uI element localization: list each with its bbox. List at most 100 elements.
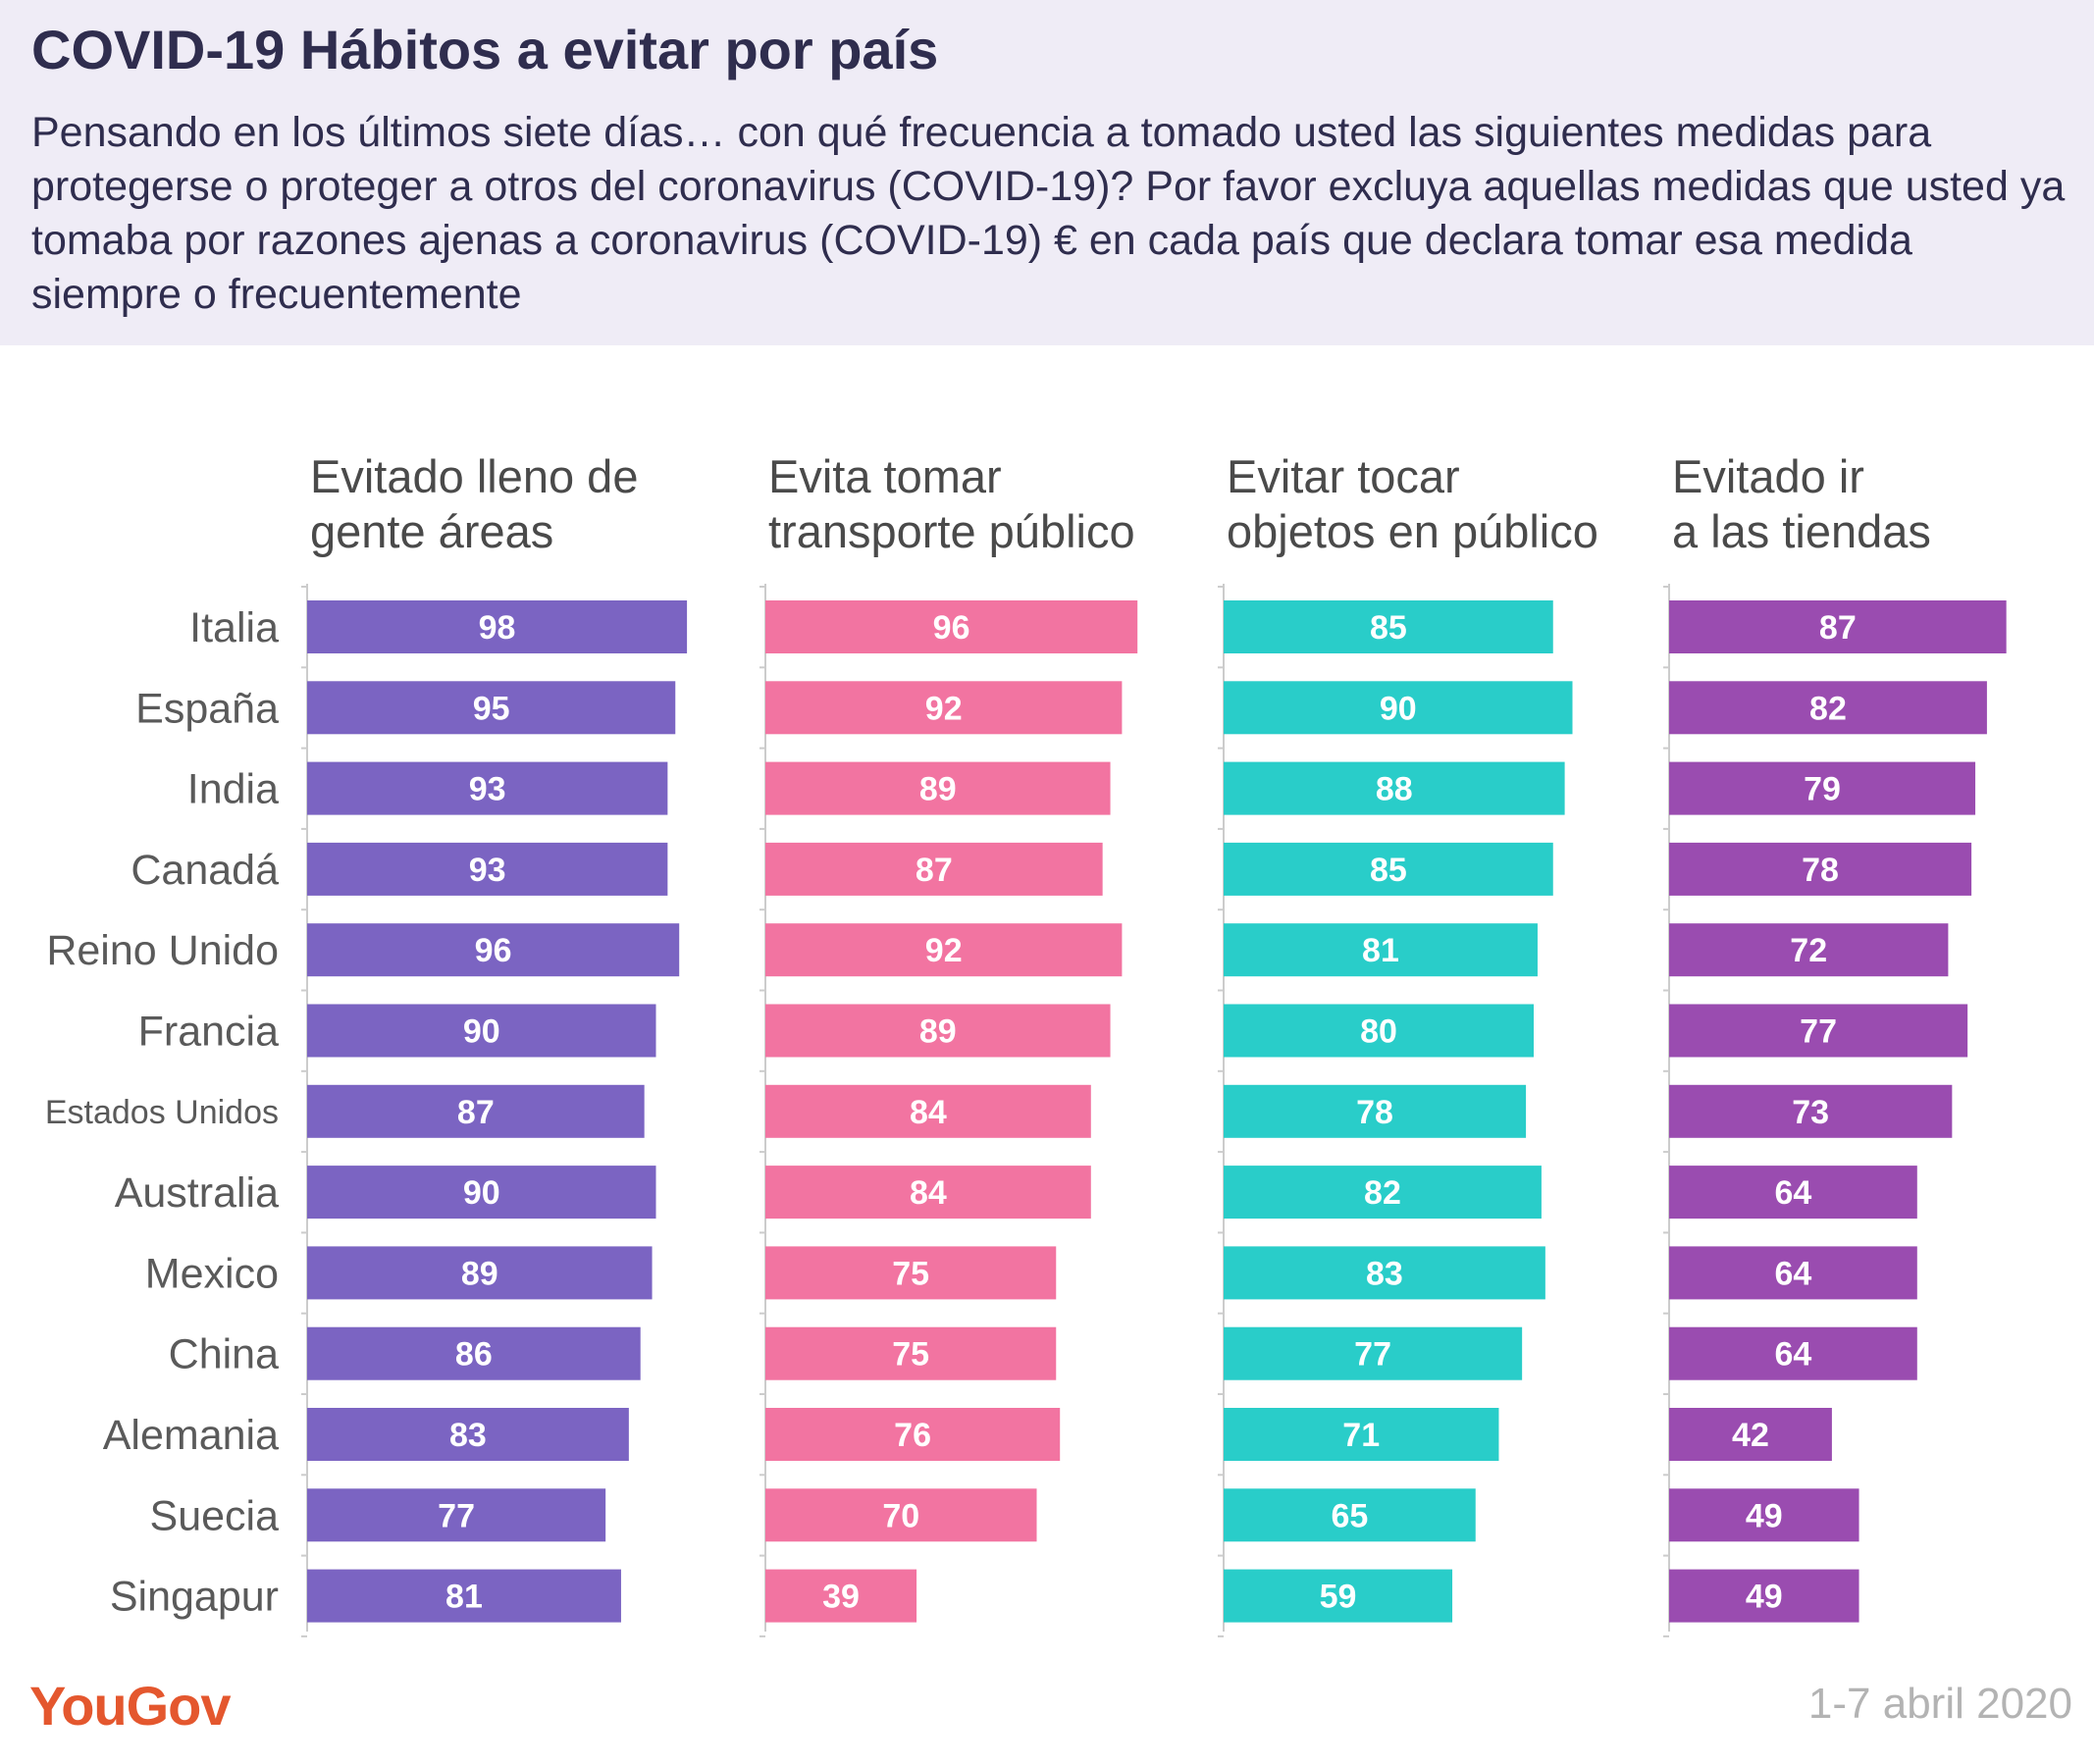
bar [1669, 1326, 1917, 1380]
bar [307, 1569, 621, 1623]
bar [307, 842, 668, 896]
bar-value-label: 93 [469, 852, 506, 889]
bar-value-label: 96 [475, 932, 512, 969]
bar-value-label: 81 [1362, 932, 1399, 969]
bar-value-label: 83 [449, 1417, 487, 1454]
bar [765, 1166, 1091, 1219]
bar [1224, 761, 1565, 815]
country-label: China [169, 1331, 279, 1378]
bar-value-label: 89 [461, 1255, 498, 1292]
bar-value-label: 77 [438, 1497, 475, 1534]
bar-value-label: 87 [457, 1094, 495, 1131]
bar [1669, 600, 2007, 653]
bar [1224, 923, 1538, 977]
bar [1224, 1084, 1527, 1138]
header-band: COVID-19 Hábitos a evitar por país Pensa… [0, 0, 2094, 345]
bar-value-label: 78 [1356, 1094, 1393, 1131]
country-label: Francia [138, 1009, 279, 1056]
bar-value-label: 64 [1774, 1336, 1811, 1374]
panel-header-line: Evitado lleno de [310, 450, 638, 502]
country-label: Mexico [145, 1250, 279, 1297]
bar-value-label: 49 [1746, 1497, 1783, 1534]
bar [307, 1326, 641, 1380]
country-label: España [135, 685, 279, 732]
bar-value-label: 75 [892, 1336, 929, 1374]
bar-value-label: 90 [1380, 690, 1417, 727]
bar [765, 923, 1123, 977]
small-multiples-bar-chart: Italia España India Canadá Reino Unido Franci… [45, 450, 2007, 1637]
bar-value-label: 64 [1774, 1174, 1811, 1212]
bar [765, 681, 1123, 735]
bar [1669, 761, 1976, 815]
country-label: Singapur [110, 1574, 279, 1621]
bar-value-label: 64 [1774, 1255, 1811, 1292]
bar [307, 600, 688, 653]
bar [1669, 1569, 1859, 1623]
bar [765, 1569, 917, 1623]
country-label: Estados Unidos [45, 1094, 279, 1131]
bar [1224, 1569, 1453, 1623]
panel-header-line: a las tiendas [1672, 505, 1931, 557]
bar [765, 600, 1138, 653]
bar-value-label: 87 [916, 852, 953, 889]
bar-value-label: 70 [882, 1497, 919, 1534]
country-label: Reino Unido [46, 927, 279, 974]
bar [1669, 842, 1972, 896]
bar [1669, 681, 1987, 735]
bar [1224, 1408, 1499, 1461]
bar [1224, 1166, 1542, 1219]
bar [307, 1004, 656, 1058]
bar [1224, 1326, 1523, 1380]
bar-value-label: 86 [455, 1336, 493, 1374]
bar-value-label: 98 [479, 609, 516, 647]
bar-value-label: 89 [919, 771, 957, 808]
bar-value-label: 89 [919, 1013, 957, 1051]
survey-date: 1-7 abril 2020 [1807, 1680, 2072, 1728]
bar [1669, 1084, 1953, 1138]
bar-value-label: 49 [1746, 1579, 1783, 1616]
bar-value-label: 73 [1792, 1094, 1829, 1131]
bar [765, 1004, 1111, 1058]
bar-value-label: 72 [1790, 932, 1827, 969]
bar [307, 1488, 606, 1542]
bar-value-label: 65 [1331, 1497, 1368, 1534]
bar-value-label: 88 [1376, 771, 1413, 808]
bar [1224, 1488, 1476, 1542]
bar-value-label: 85 [1370, 852, 1407, 889]
panel-header-line: gente áreas [310, 505, 553, 557]
bar [765, 1084, 1091, 1138]
bar [1669, 1488, 1859, 1542]
panel-header-line: Evitado ir [1672, 450, 1864, 502]
bar [1224, 1246, 1545, 1300]
bar [307, 681, 676, 735]
bar [307, 1408, 629, 1461]
bar-value-label: 81 [445, 1579, 483, 1616]
bar [765, 1408, 1061, 1461]
bar [765, 1488, 1037, 1542]
bar-value-label: 84 [910, 1174, 947, 1212]
bar-value-label: 92 [925, 932, 963, 969]
panel-header-line: Evitar tocar [1227, 450, 1460, 502]
bar [1224, 681, 1573, 735]
bar-value-label: 83 [1366, 1255, 1403, 1292]
bar-value-label: 84 [910, 1094, 947, 1131]
country-label: Italia [189, 604, 279, 651]
bar-value-label: 82 [1364, 1174, 1401, 1212]
bar-value-label: 79 [1804, 771, 1841, 808]
bar [307, 1166, 656, 1219]
bar-value-label: 80 [1360, 1013, 1397, 1051]
bar [1224, 600, 1553, 653]
country-label: Australia [115, 1169, 279, 1217]
bar [1669, 1166, 1917, 1219]
bar-value-label: 96 [933, 609, 970, 647]
bar-value-label: 77 [1354, 1336, 1391, 1374]
bar-value-label: 87 [1819, 609, 1857, 647]
bar-value-label: 42 [1732, 1417, 1769, 1454]
bar-value-label: 82 [1809, 690, 1847, 727]
bar-value-label: 59 [1320, 1579, 1357, 1616]
country-label: India [187, 766, 279, 813]
country-label: Suecia [150, 1492, 280, 1539]
yougov-logo: YouGov [29, 1675, 232, 1737]
bar [307, 1084, 645, 1138]
bar [1669, 1004, 1968, 1058]
